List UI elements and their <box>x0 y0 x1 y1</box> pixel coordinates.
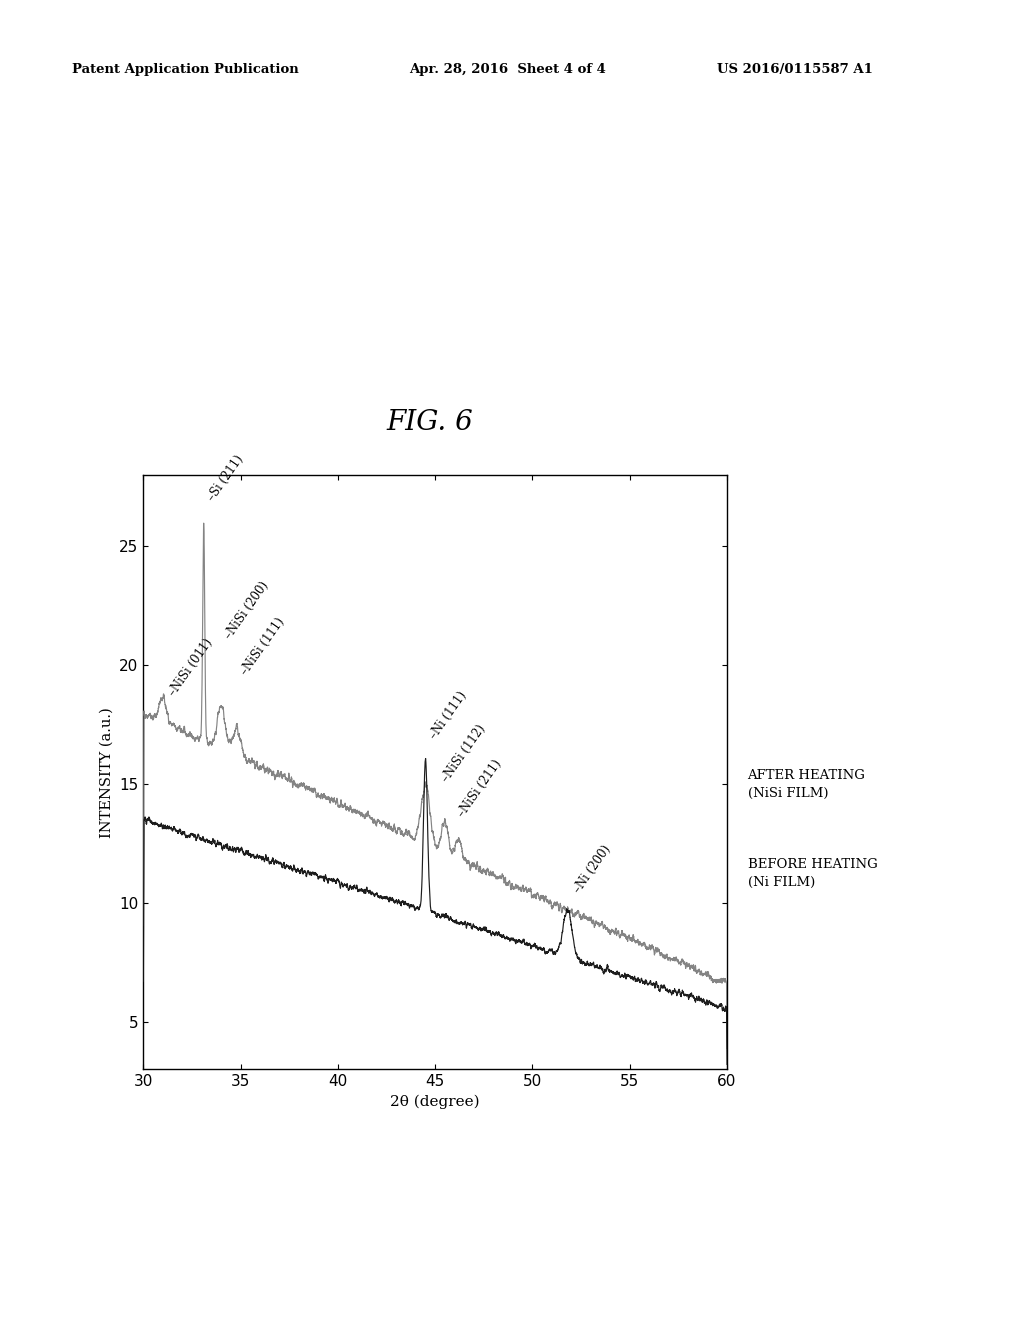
Text: –Ni (200): –Ni (200) <box>571 843 613 896</box>
Y-axis label: INTENSITY (a.u.): INTENSITY (a.u.) <box>99 706 114 838</box>
Text: AFTER HEATING
(NiSi FILM): AFTER HEATING (NiSi FILM) <box>748 768 865 800</box>
Text: Apr. 28, 2016  Sheet 4 of 4: Apr. 28, 2016 Sheet 4 of 4 <box>410 63 606 77</box>
Text: –NiSi (211): –NiSi (211) <box>455 758 504 820</box>
Text: –NiSi (011): –NiSi (011) <box>166 636 215 698</box>
Text: –NiSi (200): –NiSi (200) <box>222 579 271 642</box>
Text: Patent Application Publication: Patent Application Publication <box>72 63 298 77</box>
Text: BEFORE HEATING
(Ni FILM): BEFORE HEATING (Ni FILM) <box>748 858 878 888</box>
Text: –NiSi (111): –NiSi (111) <box>238 615 287 677</box>
Text: FIG. 6: FIG. 6 <box>387 409 473 436</box>
Text: –Si (211): –Si (211) <box>206 453 247 504</box>
Text: –Ni (111): –Ni (111) <box>427 689 470 742</box>
Text: US 2016/0115587 A1: US 2016/0115587 A1 <box>717 63 872 77</box>
X-axis label: 2θ (degree): 2θ (degree) <box>390 1094 480 1109</box>
Text: –NiSi (112): –NiSi (112) <box>439 722 488 784</box>
